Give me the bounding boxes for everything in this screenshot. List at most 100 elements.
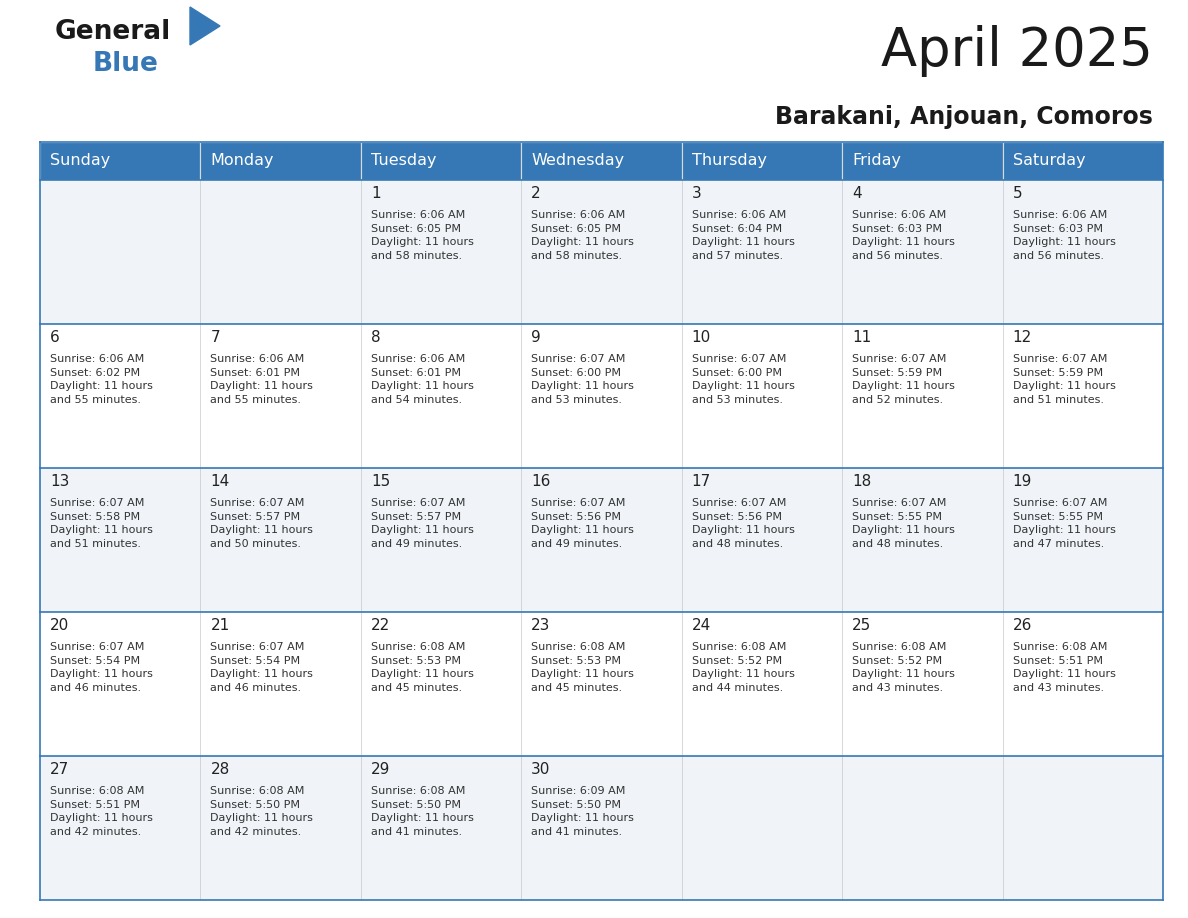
Text: 29: 29 — [371, 762, 390, 777]
Bar — [842, 180, 1003, 324]
Text: 9: 9 — [531, 330, 541, 345]
Text: 28: 28 — [210, 762, 229, 777]
Polygon shape — [190, 7, 220, 45]
Bar — [201, 756, 361, 900]
Bar — [522, 756, 682, 900]
Text: 22: 22 — [371, 618, 390, 633]
Bar — [361, 324, 522, 468]
Text: 19: 19 — [1012, 474, 1032, 489]
Bar — [40, 180, 201, 324]
Text: Sunrise: 6:08 AM
Sunset: 5:52 PM
Daylight: 11 hours
and 43 minutes.: Sunrise: 6:08 AM Sunset: 5:52 PM Dayligh… — [852, 642, 955, 693]
Bar — [361, 180, 522, 324]
Bar — [40, 468, 201, 612]
Text: 2: 2 — [531, 186, 541, 201]
Text: Wednesday: Wednesday — [531, 153, 625, 169]
Text: 11: 11 — [852, 330, 871, 345]
Text: Sunrise: 6:08 AM
Sunset: 5:53 PM
Daylight: 11 hours
and 45 minutes.: Sunrise: 6:08 AM Sunset: 5:53 PM Dayligh… — [531, 642, 634, 693]
Text: 14: 14 — [210, 474, 229, 489]
Text: 5: 5 — [1012, 186, 1022, 201]
Bar — [361, 142, 522, 180]
Text: Sunrise: 6:06 AM
Sunset: 6:01 PM
Daylight: 11 hours
and 54 minutes.: Sunrise: 6:06 AM Sunset: 6:01 PM Dayligh… — [371, 354, 474, 405]
Bar — [40, 142, 201, 180]
Bar — [361, 468, 522, 612]
Bar — [361, 756, 522, 900]
Text: Monday: Monday — [210, 153, 274, 169]
Bar — [201, 180, 361, 324]
Bar — [682, 612, 842, 756]
Bar — [522, 468, 682, 612]
Text: Sunrise: 6:06 AM
Sunset: 6:03 PM
Daylight: 11 hours
and 56 minutes.: Sunrise: 6:06 AM Sunset: 6:03 PM Dayligh… — [852, 210, 955, 261]
Text: 8: 8 — [371, 330, 380, 345]
Bar — [201, 324, 361, 468]
Text: Thursday: Thursday — [691, 153, 766, 169]
Text: Friday: Friday — [852, 153, 902, 169]
Text: 30: 30 — [531, 762, 551, 777]
Bar — [40, 612, 201, 756]
Bar — [682, 142, 842, 180]
Text: 25: 25 — [852, 618, 871, 633]
Bar — [842, 324, 1003, 468]
Bar — [1003, 180, 1163, 324]
Text: 23: 23 — [531, 618, 551, 633]
Text: Sunrise: 6:08 AM
Sunset: 5:50 PM
Daylight: 11 hours
and 41 minutes.: Sunrise: 6:08 AM Sunset: 5:50 PM Dayligh… — [371, 786, 474, 837]
Bar — [201, 142, 361, 180]
Text: Sunrise: 6:07 AM
Sunset: 6:00 PM
Daylight: 11 hours
and 53 minutes.: Sunrise: 6:07 AM Sunset: 6:00 PM Dayligh… — [531, 354, 634, 405]
Text: General: General — [55, 19, 171, 45]
Text: 16: 16 — [531, 474, 551, 489]
Bar — [682, 468, 842, 612]
Text: 7: 7 — [210, 330, 220, 345]
Bar — [522, 324, 682, 468]
Text: 27: 27 — [50, 762, 69, 777]
Text: Sunrise: 6:06 AM
Sunset: 6:03 PM
Daylight: 11 hours
and 56 minutes.: Sunrise: 6:06 AM Sunset: 6:03 PM Dayligh… — [1012, 210, 1116, 261]
Text: 26: 26 — [1012, 618, 1032, 633]
Text: Sunrise: 6:07 AM
Sunset: 5:56 PM
Daylight: 11 hours
and 48 minutes.: Sunrise: 6:07 AM Sunset: 5:56 PM Dayligh… — [691, 498, 795, 549]
Bar — [522, 180, 682, 324]
Text: Sunrise: 6:06 AM
Sunset: 6:05 PM
Daylight: 11 hours
and 58 minutes.: Sunrise: 6:06 AM Sunset: 6:05 PM Dayligh… — [531, 210, 634, 261]
Text: 1: 1 — [371, 186, 380, 201]
Text: Sunday: Sunday — [50, 153, 110, 169]
Bar — [842, 468, 1003, 612]
Bar — [682, 180, 842, 324]
Text: 3: 3 — [691, 186, 701, 201]
Text: Sunrise: 6:06 AM
Sunset: 6:04 PM
Daylight: 11 hours
and 57 minutes.: Sunrise: 6:06 AM Sunset: 6:04 PM Dayligh… — [691, 210, 795, 261]
Bar — [682, 756, 842, 900]
Text: Sunrise: 6:07 AM
Sunset: 5:57 PM
Daylight: 11 hours
and 49 minutes.: Sunrise: 6:07 AM Sunset: 5:57 PM Dayligh… — [371, 498, 474, 549]
Bar — [1003, 756, 1163, 900]
Bar — [1003, 468, 1163, 612]
Text: Sunrise: 6:08 AM
Sunset: 5:51 PM
Daylight: 11 hours
and 42 minutes.: Sunrise: 6:08 AM Sunset: 5:51 PM Dayligh… — [50, 786, 153, 837]
Text: Sunrise: 6:08 AM
Sunset: 5:50 PM
Daylight: 11 hours
and 42 minutes.: Sunrise: 6:08 AM Sunset: 5:50 PM Dayligh… — [210, 786, 314, 837]
Text: 18: 18 — [852, 474, 871, 489]
Text: Sunrise: 6:07 AM
Sunset: 5:59 PM
Daylight: 11 hours
and 51 minutes.: Sunrise: 6:07 AM Sunset: 5:59 PM Dayligh… — [1012, 354, 1116, 405]
Bar — [40, 324, 201, 468]
Text: 4: 4 — [852, 186, 861, 201]
Text: Sunrise: 6:07 AM
Sunset: 5:57 PM
Daylight: 11 hours
and 50 minutes.: Sunrise: 6:07 AM Sunset: 5:57 PM Dayligh… — [210, 498, 314, 549]
Bar — [842, 612, 1003, 756]
Text: 13: 13 — [50, 474, 69, 489]
Bar — [1003, 142, 1163, 180]
Text: Sunrise: 6:07 AM
Sunset: 5:59 PM
Daylight: 11 hours
and 52 minutes.: Sunrise: 6:07 AM Sunset: 5:59 PM Dayligh… — [852, 354, 955, 405]
Text: Sunrise: 6:09 AM
Sunset: 5:50 PM
Daylight: 11 hours
and 41 minutes.: Sunrise: 6:09 AM Sunset: 5:50 PM Dayligh… — [531, 786, 634, 837]
Text: Sunrise: 6:08 AM
Sunset: 5:51 PM
Daylight: 11 hours
and 43 minutes.: Sunrise: 6:08 AM Sunset: 5:51 PM Dayligh… — [1012, 642, 1116, 693]
Bar — [682, 324, 842, 468]
Bar — [842, 756, 1003, 900]
Text: Sunrise: 6:06 AM
Sunset: 6:01 PM
Daylight: 11 hours
and 55 minutes.: Sunrise: 6:06 AM Sunset: 6:01 PM Dayligh… — [210, 354, 314, 405]
Bar — [842, 142, 1003, 180]
Text: 17: 17 — [691, 474, 710, 489]
Text: 12: 12 — [1012, 330, 1032, 345]
Bar — [40, 756, 201, 900]
Text: Sunrise: 6:06 AM
Sunset: 6:05 PM
Daylight: 11 hours
and 58 minutes.: Sunrise: 6:06 AM Sunset: 6:05 PM Dayligh… — [371, 210, 474, 261]
Text: Tuesday: Tuesday — [371, 153, 436, 169]
Text: 6: 6 — [50, 330, 59, 345]
Text: Barakani, Anjouan, Comoros: Barakani, Anjouan, Comoros — [775, 105, 1154, 129]
Text: 10: 10 — [691, 330, 710, 345]
Bar — [1003, 324, 1163, 468]
Text: Sunrise: 6:07 AM
Sunset: 5:56 PM
Daylight: 11 hours
and 49 minutes.: Sunrise: 6:07 AM Sunset: 5:56 PM Dayligh… — [531, 498, 634, 549]
Text: 24: 24 — [691, 618, 710, 633]
Text: April 2025: April 2025 — [881, 25, 1154, 77]
Bar — [522, 612, 682, 756]
Text: Sunrise: 6:08 AM
Sunset: 5:53 PM
Daylight: 11 hours
and 45 minutes.: Sunrise: 6:08 AM Sunset: 5:53 PM Dayligh… — [371, 642, 474, 693]
Bar — [201, 612, 361, 756]
Bar — [201, 468, 361, 612]
Bar — [1003, 612, 1163, 756]
Text: Sunrise: 6:07 AM
Sunset: 5:54 PM
Daylight: 11 hours
and 46 minutes.: Sunrise: 6:07 AM Sunset: 5:54 PM Dayligh… — [210, 642, 314, 693]
